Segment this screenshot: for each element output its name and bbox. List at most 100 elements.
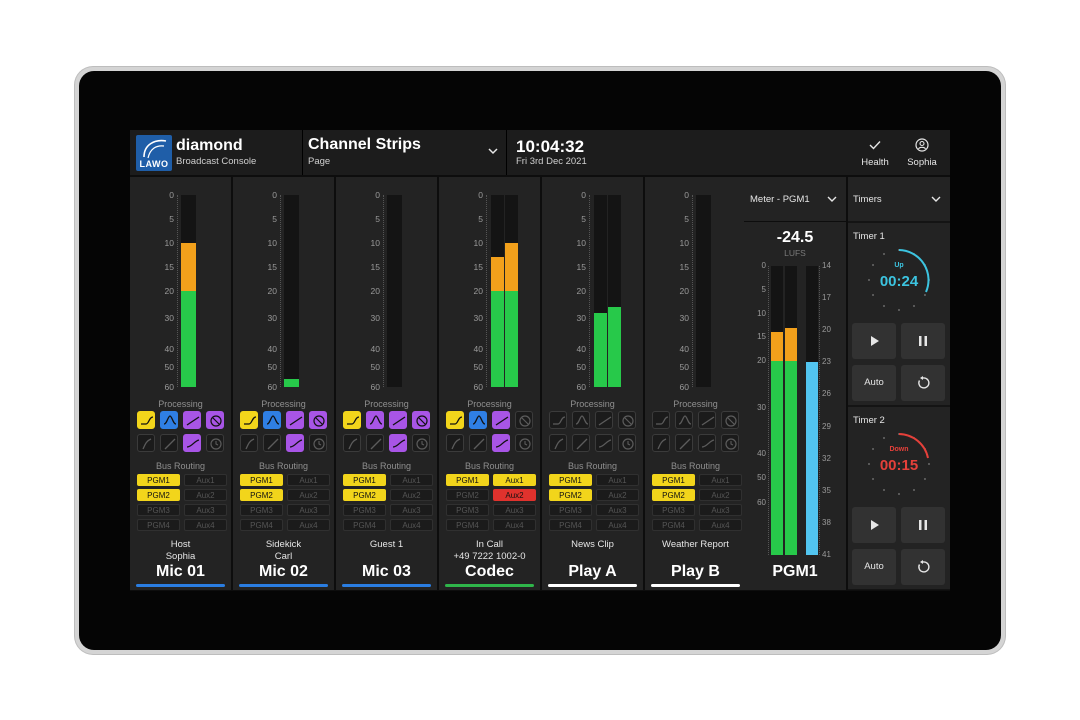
bus-routing-button[interactable]: Aux2 [184, 489, 227, 501]
processing-button[interactable] [595, 411, 613, 429]
processing-button[interactable] [675, 434, 693, 452]
processing-button[interactable] [183, 434, 201, 452]
bus-routing-button[interactable]: PGM1 [343, 474, 386, 486]
processing-button[interactable] [469, 411, 487, 429]
meter-selector[interactable]: Meter - PGM1 [744, 177, 846, 222]
processing-button[interactable] [549, 434, 567, 452]
pause-button[interactable] [901, 507, 945, 543]
processing-button[interactable] [412, 434, 430, 452]
bus-routing-button[interactable]: Aux4 [390, 519, 433, 531]
processing-button[interactable] [343, 434, 361, 452]
auto-button[interactable]: Auto [852, 549, 896, 585]
processing-button[interactable] [389, 411, 407, 429]
processing-button[interactable] [412, 411, 430, 429]
processing-button[interactable] [160, 434, 178, 452]
bus-routing-button[interactable]: PGM2 [240, 489, 283, 501]
processing-button[interactable] [137, 434, 155, 452]
processing-button[interactable] [698, 411, 716, 429]
processing-button[interactable] [286, 411, 304, 429]
processing-button[interactable] [366, 434, 384, 452]
auto-button[interactable]: Auto [852, 365, 896, 401]
bus-routing-button[interactable]: Aux3 [184, 504, 227, 516]
bus-routing-button[interactable]: PGM2 [343, 489, 386, 501]
processing-button[interactable] [263, 434, 281, 452]
bus-routing-button[interactable]: PGM1 [240, 474, 283, 486]
bus-routing-button[interactable]: PGM4 [652, 519, 695, 531]
processing-button[interactable] [183, 411, 201, 429]
processing-button[interactable] [698, 434, 716, 452]
chevron-down-icon[interactable] [486, 144, 500, 158]
reset-button[interactable] [901, 365, 945, 401]
bus-routing-button[interactable]: Aux4 [287, 519, 330, 531]
bus-routing-button[interactable]: Aux4 [184, 519, 227, 531]
processing-button[interactable] [309, 434, 327, 452]
processing-button[interactable] [515, 434, 533, 452]
bus-routing-button[interactable]: Aux4 [699, 519, 742, 531]
bus-routing-button[interactable]: PGM2 [137, 489, 180, 501]
processing-button[interactable] [549, 411, 567, 429]
processing-button[interactable] [446, 434, 464, 452]
processing-button[interactable] [160, 411, 178, 429]
processing-button[interactable] [137, 411, 155, 429]
processing-button[interactable] [721, 411, 739, 429]
health-button[interactable]: Health [855, 136, 895, 170]
processing-button[interactable] [595, 434, 613, 452]
bus-routing-button[interactable]: Aux2 [287, 489, 330, 501]
bus-routing-button[interactable]: PGM2 [549, 489, 592, 501]
processing-button[interactable] [618, 411, 636, 429]
bus-routing-button[interactable]: PGM2 [446, 489, 489, 501]
bus-routing-button[interactable]: Aux1 [390, 474, 433, 486]
bus-routing-button[interactable]: PGM1 [446, 474, 489, 486]
bus-routing-button[interactable]: Aux4 [493, 519, 536, 531]
bus-routing-button[interactable]: Aux3 [596, 504, 639, 516]
channel-name[interactable]: Play A [568, 563, 617, 580]
processing-button[interactable] [721, 434, 739, 452]
processing-button[interactable] [309, 411, 327, 429]
bus-routing-button[interactable]: PGM3 [240, 504, 283, 516]
bus-routing-button[interactable]: Aux4 [596, 519, 639, 531]
bus-routing-button[interactable]: PGM2 [652, 489, 695, 501]
processing-button[interactable] [515, 411, 533, 429]
bus-routing-button[interactable]: Aux2 [596, 489, 639, 501]
bus-routing-button[interactable]: PGM1 [137, 474, 180, 486]
bus-routing-button[interactable]: PGM4 [240, 519, 283, 531]
play-button[interactable] [852, 507, 896, 543]
channel-name[interactable]: Mic 01 [156, 563, 205, 580]
processing-button[interactable] [240, 411, 258, 429]
processing-button[interactable] [206, 434, 224, 452]
user-button[interactable]: Sophia [902, 136, 942, 170]
bus-routing-button[interactable]: PGM1 [652, 474, 695, 486]
bus-routing-button[interactable]: Aux1 [596, 474, 639, 486]
bus-routing-button[interactable]: Aux1 [699, 474, 742, 486]
processing-button[interactable] [286, 434, 304, 452]
processing-button[interactable] [618, 434, 636, 452]
pause-button[interactable] [901, 323, 945, 359]
processing-button[interactable] [652, 411, 670, 429]
bus-routing-button[interactable]: PGM3 [343, 504, 386, 516]
bus-routing-button[interactable]: Aux1 [493, 474, 536, 486]
processing-button[interactable] [492, 434, 510, 452]
processing-button[interactable] [572, 411, 590, 429]
bus-routing-button[interactable]: Aux3 [287, 504, 330, 516]
processing-button[interactable] [343, 411, 361, 429]
bus-routing-button[interactable]: Aux3 [390, 504, 433, 516]
bus-routing-button[interactable]: Aux3 [699, 504, 742, 516]
reset-button[interactable] [901, 549, 945, 585]
processing-button[interactable] [263, 411, 281, 429]
processing-button[interactable] [469, 434, 487, 452]
processing-button[interactable] [206, 411, 224, 429]
bus-routing-button[interactable]: PGM3 [446, 504, 489, 516]
processing-button[interactable] [446, 411, 464, 429]
bus-routing-button[interactable]: PGM1 [549, 474, 592, 486]
bus-routing-button[interactable]: Aux2 [699, 489, 742, 501]
bus-routing-button[interactable]: Aux3 [493, 504, 536, 516]
bus-routing-button[interactable]: Aux2 [493, 489, 536, 501]
processing-button[interactable] [675, 411, 693, 429]
play-button[interactable] [852, 323, 896, 359]
timers-selector[interactable]: Timers [848, 177, 950, 221]
channel-name[interactable]: Play B [671, 563, 720, 580]
processing-button[interactable] [366, 411, 384, 429]
bus-routing-button[interactable]: PGM3 [652, 504, 695, 516]
bus-routing-button[interactable]: Aux1 [287, 474, 330, 486]
bus-routing-button[interactable]: PGM4 [137, 519, 180, 531]
